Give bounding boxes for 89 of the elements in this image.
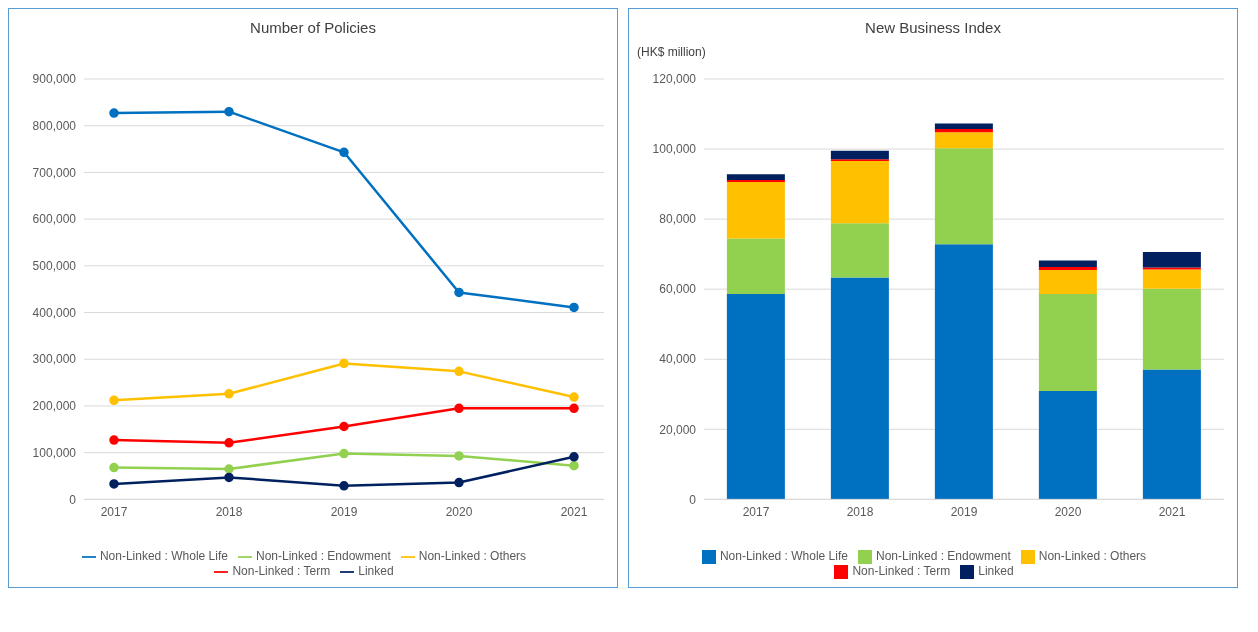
x-tick-label: 2021 — [1158, 504, 1186, 519]
legend-label: Linked — [978, 564, 1014, 579]
point — [454, 287, 464, 298]
point — [224, 472, 234, 483]
bar — [934, 129, 993, 133]
legend-label: Non-Linked : Term — [232, 564, 331, 579]
bar — [726, 174, 785, 180]
point — [339, 421, 349, 432]
bar — [830, 150, 889, 160]
point — [569, 403, 579, 414]
x-tick-label: 2019 — [950, 504, 978, 519]
legend-label: Linked — [358, 564, 394, 579]
bar — [1142, 252, 1201, 268]
bar — [934, 244, 993, 500]
point — [454, 366, 464, 377]
point — [339, 358, 349, 369]
legend-label: Non-Linked : Endowment — [255, 549, 391, 564]
legend-label: Non-Linked : Whole Life — [99, 549, 228, 564]
y-tick-label: 0 — [689, 492, 697, 507]
legend-label: Non-Linked : Term — [852, 564, 951, 579]
point — [109, 462, 119, 473]
y-tick-label: 60,000 — [659, 282, 697, 297]
y-tick-label: 100,000 — [652, 142, 697, 157]
point — [339, 448, 349, 459]
point — [569, 392, 579, 402]
x-tick-label: 2017 — [100, 504, 128, 519]
legend-label: Non-Linked : Others — [418, 549, 527, 564]
bar — [1038, 391, 1097, 500]
chart-title: New Business Index — [864, 19, 1002, 38]
bar — [726, 179, 785, 182]
point — [454, 403, 464, 414]
bar — [830, 160, 889, 224]
bar — [1142, 288, 1201, 370]
x-tick-label: 2020 — [445, 504, 473, 519]
y-tick-label: 500,000 — [32, 259, 77, 274]
y-tick-label: 600,000 — [32, 212, 77, 227]
point — [339, 147, 349, 158]
point — [569, 452, 579, 462]
bar — [726, 238, 785, 295]
point — [224, 389, 234, 399]
bar — [934, 132, 993, 149]
point — [224, 106, 234, 117]
y-tick-label: 40,000 — [659, 352, 697, 367]
point — [109, 479, 119, 489]
point — [224, 438, 234, 448]
bar — [726, 181, 785, 239]
y-axis-title: (HK$ million) — [637, 45, 706, 59]
bar — [1142, 269, 1201, 289]
y-tick-label: 700,000 — [32, 165, 77, 180]
point — [454, 477, 464, 488]
bar — [1038, 267, 1097, 270]
x-tick-label: 2021 — [560, 504, 588, 519]
legend-label: Non-Linked : Endowment — [875, 549, 1011, 564]
x-tick-label: 2018 — [846, 504, 874, 519]
bar — [1142, 267, 1201, 270]
bar — [1142, 369, 1201, 500]
legend-label: Non-Linked : Whole Life — [719, 549, 848, 564]
bar — [830, 277, 889, 500]
y-tick-label: 800,000 — [32, 118, 77, 133]
y-tick-label: 200,000 — [32, 399, 77, 414]
bar — [934, 148, 993, 245]
bar — [1038, 269, 1097, 295]
y-tick-label: 120,000 — [652, 72, 697, 87]
bar — [1038, 294, 1097, 392]
bar — [934, 123, 993, 130]
x-tick-label: 2020 — [1054, 504, 1082, 519]
chart-title: Number of Policies — [249, 19, 377, 38]
y-tick-label: 0 — [69, 492, 77, 507]
y-tick-label: 900,000 — [32, 72, 77, 87]
point — [454, 451, 464, 461]
bar — [830, 223, 889, 278]
point — [569, 302, 579, 313]
point — [224, 464, 234, 474]
x-tick-label: 2019 — [330, 504, 358, 519]
point — [109, 435, 119, 445]
bar — [726, 294, 785, 500]
bar — [1038, 260, 1097, 268]
y-tick-label: 20,000 — [659, 422, 697, 437]
y-tick-label: 300,000 — [32, 352, 77, 367]
x-tick-label: 2018 — [215, 504, 243, 519]
point — [339, 481, 349, 491]
point — [109, 395, 119, 406]
x-tick-label: 2017 — [742, 504, 770, 519]
y-tick-label: 80,000 — [659, 212, 697, 227]
point — [109, 108, 119, 118]
y-tick-label: 100,000 — [32, 445, 77, 460]
y-tick-label: 400,000 — [32, 305, 77, 320]
legend-label: Non-Linked : Others — [1038, 549, 1147, 564]
point — [569, 460, 579, 471]
